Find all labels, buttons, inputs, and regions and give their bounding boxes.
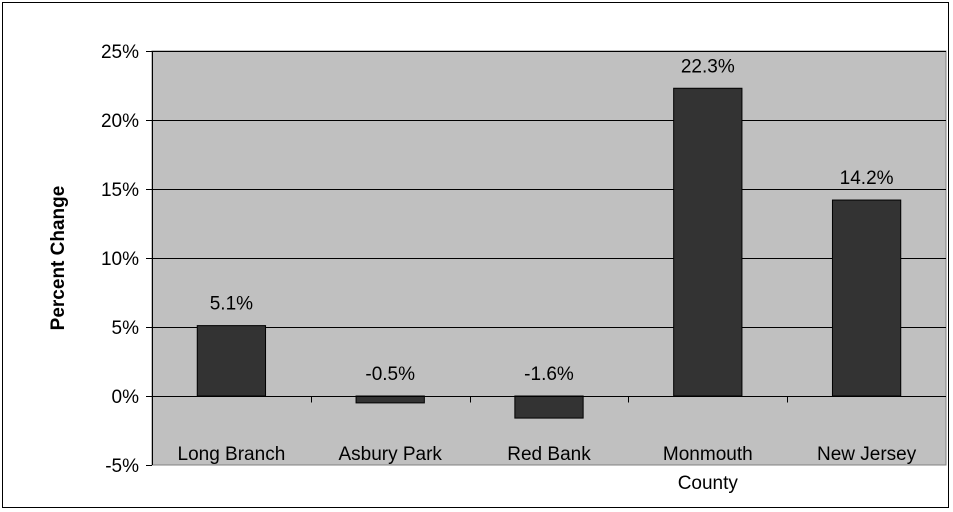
x-category-label-0: Long Branch bbox=[178, 444, 286, 465]
bar-chart: -5% 0% 5% 10% 15% 20% 25% Long Branch Asbury Par… bbox=[48, 42, 947, 494]
labels: -5% 0% 5% 10% 15% 20% 25% Long Branch Asbury Par… bbox=[101, 42, 917, 494]
data-label-1: -0.5% bbox=[365, 364, 415, 385]
y-tick-label-2: 5% bbox=[112, 318, 140, 339]
x-category-label-3-line-0: Monmouth bbox=[663, 444, 753, 465]
axes bbox=[146, 51, 946, 466]
bar-4 bbox=[831, 199, 902, 397]
y-tick-label-0: -5% bbox=[105, 456, 139, 477]
bar-0 bbox=[196, 325, 267, 397]
x-category-label-4: New Jersey bbox=[817, 444, 917, 465]
data-label-2: -1.6% bbox=[524, 364, 574, 385]
y-tick-label-4: 15% bbox=[101, 180, 139, 201]
y-axis-title: Percent Change bbox=[48, 186, 69, 331]
bars bbox=[196, 87, 902, 419]
y-tick-label-6: 25% bbox=[101, 42, 139, 63]
bar-1 bbox=[355, 395, 425, 404]
data-label-4: 14.2% bbox=[840, 168, 894, 189]
y-tick-label-5: 20% bbox=[101, 111, 139, 132]
data-label-0: 5.1% bbox=[210, 294, 253, 315]
y-tick-label-3: 10% bbox=[101, 249, 139, 270]
x-category-label-3-line-1: County bbox=[678, 473, 739, 494]
data-label-3: 22.3% bbox=[681, 56, 735, 77]
x-category-label-1: Asbury Park bbox=[338, 444, 442, 465]
y-tick-label-1: 0% bbox=[112, 387, 140, 408]
gridlines bbox=[152, 51, 946, 328]
x-category-label-2: Red Bank bbox=[507, 444, 591, 465]
bar-3 bbox=[673, 87, 743, 397]
bar-2 bbox=[514, 395, 584, 419]
